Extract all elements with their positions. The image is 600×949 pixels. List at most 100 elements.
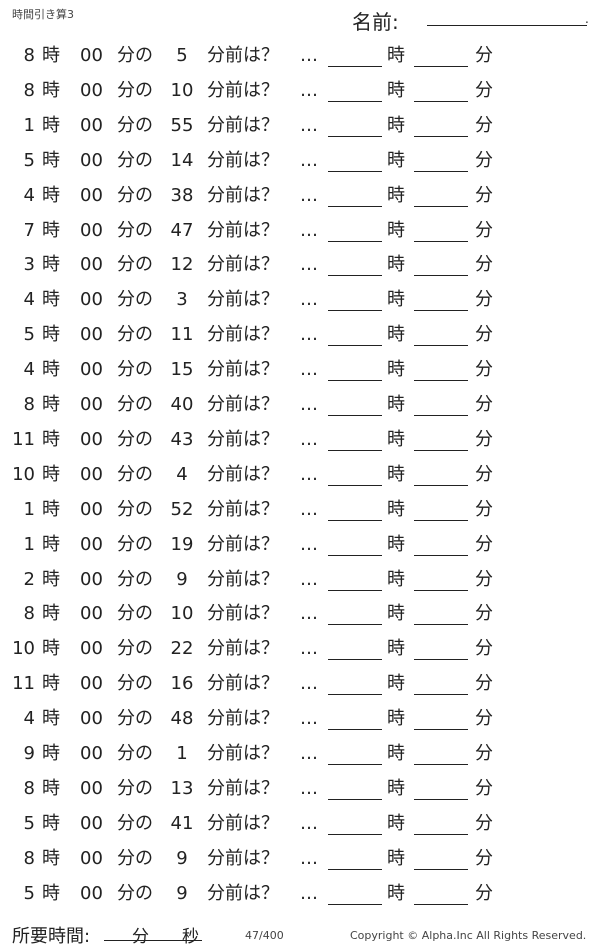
- problem-row: 4 時 00 分の 38 分前は？… 時分: [0, 184, 600, 219]
- zero-minutes: 00: [80, 882, 103, 904]
- answer-hour-field[interactable]: [328, 672, 382, 696]
- answer-minute-field[interactable]: [414, 742, 468, 765]
- answer-hour-field[interactable]: [328, 463, 382, 486]
- hour-value: 8: [23, 79, 35, 101]
- time-required-label: 所要時間:: [12, 926, 91, 947]
- answer-hour-field[interactable]: [328, 288, 382, 312]
- hour-value: 1: [23, 533, 35, 555]
- answer-minute-label: 分: [475, 673, 493, 695]
- zero-minutes: 00: [80, 847, 103, 869]
- minutes-before-label: 分前は？: [207, 79, 279, 101]
- answer-hour-field[interactable]: [328, 812, 382, 835]
- problem-row: 4 時 00 分の 15 分前は？… 時分: [0, 358, 600, 393]
- answer-minute-field[interactable]: [414, 44, 468, 67]
- answer-hour-field[interactable]: [328, 79, 382, 102]
- zero-minutes: 00: [80, 812, 103, 834]
- answer-minute-field[interactable]: [414, 393, 468, 416]
- answer-hour-field[interactable]: [328, 498, 382, 521]
- answer-minute-field[interactable]: [414, 707, 468, 731]
- answer-hour-field[interactable]: [328, 637, 382, 661]
- answer-minute-field[interactable]: [414, 219, 468, 242]
- hour-value: 11: [12, 428, 35, 450]
- answer-minute-label: 分: [475, 324, 493, 346]
- answer-minute-label: 分: [475, 638, 493, 660]
- answer-minute-field[interactable]: [414, 288, 468, 312]
- answer-hour-field[interactable]: [328, 707, 382, 731]
- minutes-before-label: 分前は？: [207, 847, 279, 869]
- ellipsis: …: [300, 882, 318, 904]
- zero-minutes: 00: [80, 498, 103, 520]
- problem-row: 2 時 00 分の 9 分前は？… 時分: [0, 568, 600, 603]
- answer-hour-label: 時: [387, 114, 405, 136]
- answer-minute-field[interactable]: [414, 253, 468, 277]
- ellipsis: …: [300, 149, 318, 171]
- answer-hour-field[interactable]: [328, 393, 382, 416]
- answer-minute-field[interactable]: [414, 847, 468, 870]
- answer-minute-field[interactable]: [414, 358, 468, 382]
- answer-minute-field[interactable]: [414, 637, 468, 661]
- problem-row: 11 時 00 分の 43 分前は？ … 時 分: [0, 428, 600, 463]
- answer-hour-field[interactable]: [328, 882, 382, 905]
- minutes-of-label: 分の: [117, 847, 153, 869]
- answer-hour-label: 時: [387, 708, 405, 730]
- answer-hour-field[interactable]: [328, 323, 382, 347]
- answer-hour-field[interactable]: [328, 358, 382, 382]
- hour-value: 1: [23, 114, 35, 136]
- answer-minute-field[interactable]: [414, 114, 468, 137]
- footer: 所要時間: 分 秒 47/400 Copyright © Alpha.Inc A…: [0, 922, 600, 949]
- hour-value: 11: [12, 673, 35, 695]
- answer-hour-field[interactable]: [328, 114, 382, 137]
- answer-minute-field[interactable]: [414, 812, 468, 835]
- answer-hour-field[interactable]: [328, 44, 382, 67]
- answer-hour-field[interactable]: [328, 847, 382, 870]
- minutes-before-label: 分前は？: [207, 428, 279, 450]
- answer-minute-field[interactable]: [414, 463, 468, 486]
- answer-minute-field[interactable]: [414, 149, 468, 172]
- minutes-of-label: 分の: [117, 812, 153, 834]
- ellipsis: …: [300, 359, 318, 381]
- answer-minute-field[interactable]: [414, 568, 468, 591]
- answer-hour-field[interactable]: [328, 602, 382, 626]
- answer-minute-label: 分: [475, 498, 493, 520]
- answer-minute-label: 分: [475, 254, 493, 276]
- answer-minute-field[interactable]: [414, 323, 468, 347]
- minutes-before-label: 分前は？: [207, 114, 279, 136]
- answer-hour-field[interactable]: [328, 253, 382, 277]
- answer-minute-label: 分: [475, 847, 493, 869]
- answer-minute-field[interactable]: [414, 882, 468, 905]
- answer-minute-field[interactable]: [414, 428, 468, 451]
- answer-minute-field[interactable]: [414, 672, 468, 696]
- answer-hour-field[interactable]: [328, 219, 382, 242]
- name-label: 名前:: [352, 10, 399, 34]
- answer-minute-field[interactable]: [414, 533, 468, 556]
- answer-hour-field[interactable]: [328, 428, 382, 451]
- answer-hour-field[interactable]: [328, 533, 382, 556]
- ellipsis: …: [300, 498, 318, 520]
- answer-minute-field[interactable]: [414, 498, 468, 521]
- time-required-field[interactable]: [104, 940, 202, 941]
- answer-hour-field[interactable]: [328, 777, 382, 800]
- ellipsis: …: [300, 743, 318, 764]
- minutes-of-label: 分の: [117, 428, 153, 450]
- answer-minute-field[interactable]: [414, 777, 468, 800]
- answer-hour-field[interactable]: [328, 149, 382, 172]
- answer-minute-field[interactable]: [414, 184, 468, 207]
- hour-label: 時: [42, 847, 60, 869]
- hour-label: 時: [42, 708, 60, 730]
- answer-minute-field[interactable]: [414, 79, 468, 102]
- answer-minute-field[interactable]: [414, 602, 468, 626]
- name-field[interactable]: [427, 25, 587, 26]
- ellipsis: …: [300, 428, 318, 450]
- answer-hour-field[interactable]: [328, 742, 382, 765]
- answer-hour-field[interactable]: [328, 184, 382, 207]
- problem-row: 5 時 00 分の 9 分前は？… 時分: [0, 882, 600, 917]
- ellipsis: …: [300, 812, 318, 834]
- answer-hour-field[interactable]: [328, 568, 382, 591]
- ellipsis: …: [300, 254, 318, 276]
- hour-value: 9: [23, 743, 35, 764]
- minutes-of-label: 分の: [117, 533, 153, 555]
- answer-hour-label: 時: [387, 882, 405, 904]
- problem-row: 5 時 00 分の 11 分前は？… 時分: [0, 323, 600, 358]
- problem-row: 10 時 00 分の 4 分前は？ … 時 分: [0, 463, 600, 498]
- zero-minutes: 00: [80, 394, 103, 415]
